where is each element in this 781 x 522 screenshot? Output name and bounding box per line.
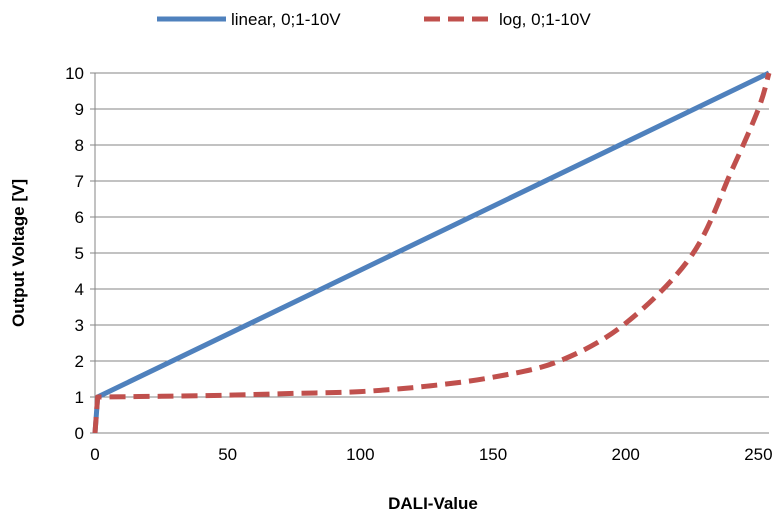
y-axis-title: Output Voltage [V]	[9, 179, 28, 327]
x-tick-label: 250	[744, 445, 772, 464]
axes	[90, 72, 769, 434]
legend: linear, 0;1-10V log, 0;1-10V	[157, 10, 591, 29]
x-tick-label: 200	[612, 445, 640, 464]
y-tick-label: 0	[75, 424, 84, 443]
series-lines	[92, 70, 772, 434]
y-tick-label: 2	[75, 352, 84, 371]
y-tick-label: 5	[75, 244, 84, 263]
x-tick-label: 100	[346, 445, 374, 464]
x-tick-labels: 0 50 100 150 200 250	[90, 445, 772, 464]
y-tick-label: 4	[75, 280, 84, 299]
y-tick-label: 8	[75, 136, 84, 155]
legend-label-linear: linear, 0;1-10V	[231, 10, 341, 29]
y-tick-label: 3	[75, 316, 84, 335]
y-tick-label: 6	[75, 208, 84, 227]
x-tick-label: 150	[479, 445, 507, 464]
y-tick-label: 10	[65, 64, 84, 83]
y-tick-label: 9	[75, 100, 84, 119]
x-tick-label: 50	[218, 445, 237, 464]
x-axis-title: DALI-Value	[388, 494, 478, 513]
y-tick-label: 1	[75, 388, 84, 407]
legend-label-log: log, 0;1-10V	[499, 10, 591, 29]
x-tick-label: 0	[90, 445, 99, 464]
series-line-log	[92, 72, 772, 434]
y-tick-labels: 0 1 2 3 4 5 6 7 8 9 10	[65, 64, 84, 443]
y-tick-label: 7	[75, 172, 84, 191]
